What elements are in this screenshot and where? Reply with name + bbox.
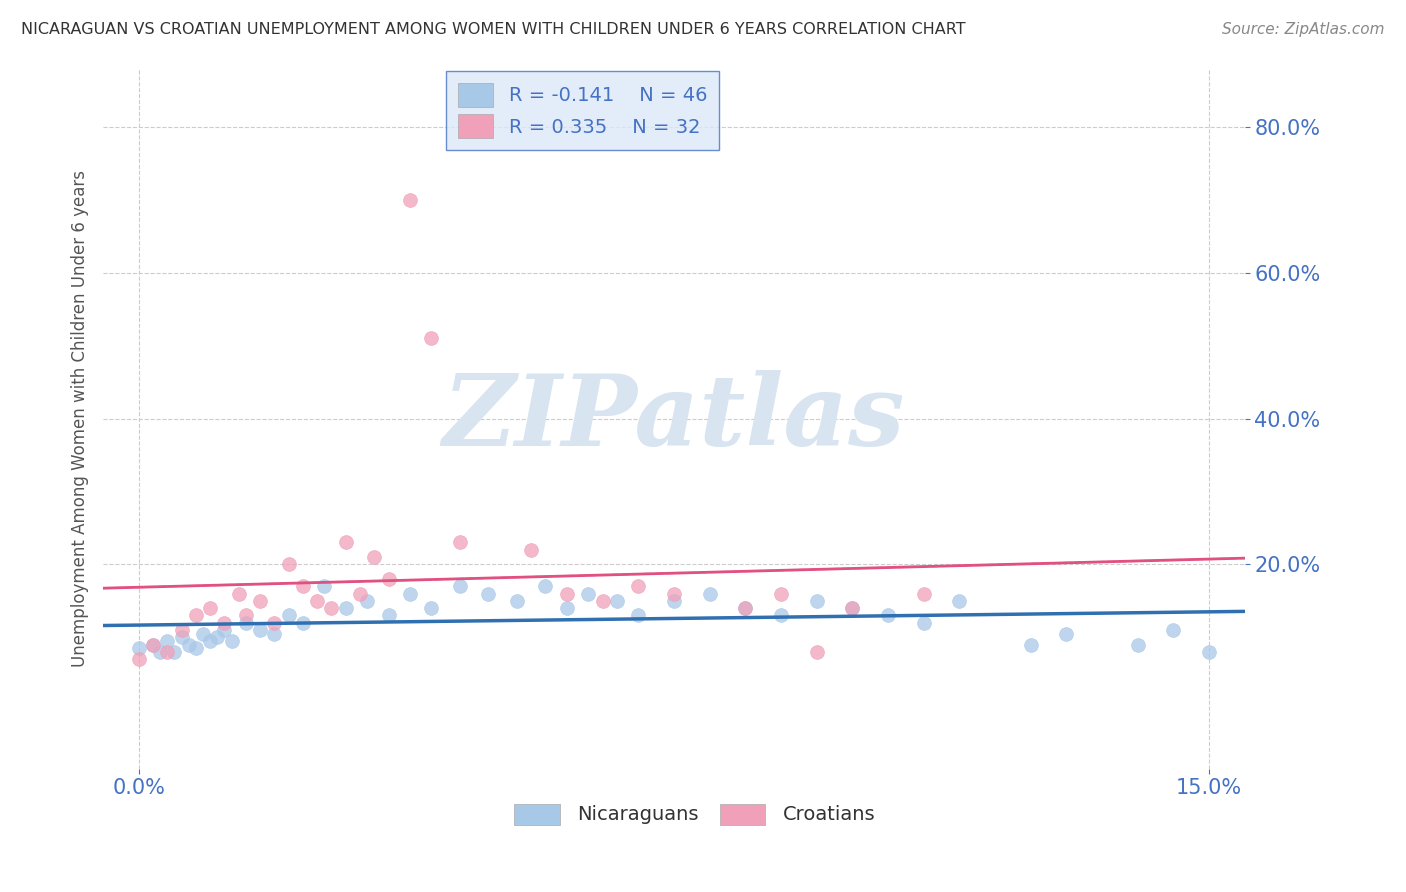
Point [221,634,243,648]
Point [877,608,900,623]
Point [191,626,214,640]
Point [263,615,285,630]
Point [128,641,150,656]
Point [662,594,685,608]
Text: Croatians: Croatians [782,805,875,823]
Point [184,641,207,656]
Point [377,608,399,623]
Point [170,623,193,637]
Point [214,623,236,637]
Point [534,579,557,593]
Point [335,601,357,615]
Point [769,608,792,623]
Point [662,586,685,600]
Point [307,594,329,608]
Point [184,608,207,623]
Point [841,601,863,615]
Point [356,594,378,608]
Point [699,586,721,600]
Point [1163,623,1185,637]
Point [734,601,756,615]
Point [1019,638,1042,652]
Point [198,634,221,648]
Point [520,542,543,557]
Point [1126,638,1149,652]
Point [335,535,357,549]
Point [291,615,314,630]
Point [399,586,422,600]
Point [477,586,499,600]
Point [156,634,179,648]
Point [806,645,828,659]
Text: Source: ZipAtlas.com: Source: ZipAtlas.com [1222,22,1385,37]
Point [263,626,285,640]
Text: NICARAGUAN VS CROATIAN UNEMPLOYMENT AMONG WOMEN WITH CHILDREN UNDER 6 YEARS CORR: NICARAGUAN VS CROATIAN UNEMPLOYMENT AMON… [21,22,966,37]
Point [399,193,422,207]
Point [235,615,257,630]
Point [277,608,299,623]
Point [249,623,271,637]
Point [806,594,828,608]
Point [128,652,150,666]
Point [198,601,221,615]
Point [555,601,578,615]
Point [420,601,443,615]
Point [449,535,471,549]
Point [228,586,250,600]
Point [948,594,970,608]
Point [912,586,935,600]
Point [156,645,179,659]
Point [314,579,336,593]
Text: ZIPatlas: ZIPatlas [443,370,905,467]
Point [576,586,599,600]
Point [177,638,200,652]
Point [420,331,443,345]
Y-axis label: Unemployment Among Women with Children Under 6 years: Unemployment Among Women with Children U… [72,170,89,667]
Point [249,594,271,608]
Point [592,594,614,608]
Point [377,572,399,586]
FancyBboxPatch shape [720,804,765,824]
FancyBboxPatch shape [515,804,560,824]
Point [349,586,371,600]
Point [734,601,756,615]
Point [142,638,165,652]
Point [841,601,863,615]
Point [912,615,935,630]
Point [207,630,229,644]
Point [321,601,343,615]
Text: Nicaraguans: Nicaraguans [576,805,699,823]
Point [163,645,186,659]
Point [214,615,236,630]
Point [363,550,385,565]
Point [277,558,299,572]
Point [235,608,257,623]
Point [291,579,314,593]
Point [627,608,650,623]
Point [149,645,172,659]
Point [142,638,165,652]
Point [506,594,529,608]
Point [170,630,193,644]
Point [555,586,578,600]
Point [449,579,471,593]
Point [769,586,792,600]
Point [627,579,650,593]
Point [606,594,628,608]
Point [1054,626,1077,640]
Point [1198,645,1220,659]
Legend: R = -0.141    N = 46, R = 0.335    N = 32: R = -0.141 N = 46, R = 0.335 N = 32 [447,71,718,150]
